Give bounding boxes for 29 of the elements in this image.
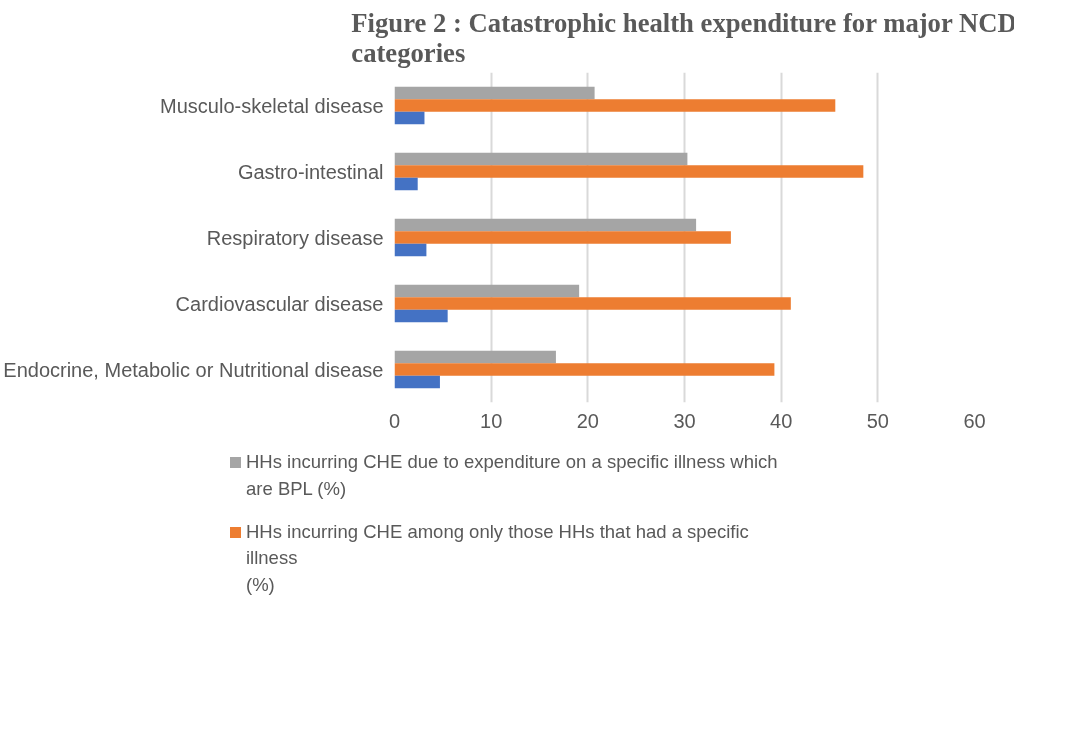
- bar: [394, 375, 440, 389]
- y-tick-label: Cardiovascular disease: [175, 292, 384, 315]
- bar: [394, 350, 556, 364]
- x-tick-label: 30: [673, 409, 696, 432]
- bar: [394, 165, 864, 178]
- y-tick-label: Respiratory disease: [206, 226, 384, 249]
- x-tick-label: 60: [963, 409, 986, 432]
- y-tick-label: Endocrine, Metabolic or Nutritional disease: [3, 358, 384, 381]
- bar: [394, 111, 425, 125]
- bar: [394, 231, 731, 244]
- x-tick-label: 20: [576, 409, 599, 432]
- legend-label: HHs incurring CHE due to expenditure on a specific illness which are BPL (%): [246, 450, 778, 501]
- x-tick-label: 0: [388, 409, 401, 432]
- bar: [394, 243, 427, 257]
- x-tick-label: 10: [480, 409, 503, 432]
- x-tick-label: 40: [770, 409, 793, 432]
- bar: [394, 86, 595, 100]
- bar: [394, 309, 448, 323]
- bar: [394, 99, 836, 112]
- bar: [394, 152, 688, 166]
- bar: [394, 363, 775, 376]
- x-tick-label: 50: [866, 409, 889, 432]
- bar: [394, 284, 580, 298]
- y-tick-label: Musculo-skeletal disease: [160, 94, 384, 117]
- bar: [394, 177, 418, 191]
- bar: [394, 297, 791, 310]
- y-tick-label: Gastro-intestinal: [237, 160, 384, 183]
- bar: [394, 218, 697, 232]
- legend-label: HHs incurring CHE among only those HHs that had a specific illness (%): [246, 519, 749, 598]
